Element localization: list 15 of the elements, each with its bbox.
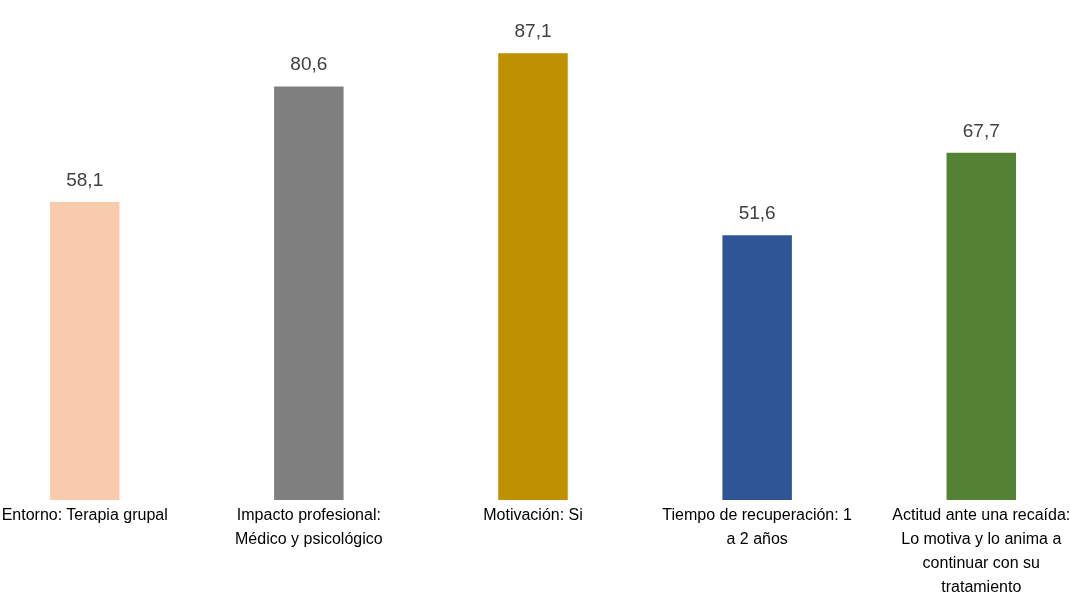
x-tick-label: Motivación: Si bbox=[483, 505, 583, 523]
bar bbox=[946, 152, 1017, 500]
x-tick-label: Tiempo de recuperación: 1 a 2 años bbox=[662, 505, 853, 547]
data-label: 87,1 bbox=[514, 20, 552, 42]
x-tick-label: Impacto profesional: Médico y psicológico bbox=[235, 505, 383, 547]
data-label: 51,6 bbox=[738, 202, 776, 224]
data-label: 58,1 bbox=[66, 168, 104, 190]
x-tick-label: Actitud ante una recaída: Lo motiva y lo anima a continuar con su tratamiento bbox=[892, 505, 1070, 595]
bar bbox=[274, 86, 344, 500]
x-tick-label: Entorno: Terapia grupal bbox=[1, 505, 168, 523]
bar bbox=[498, 53, 568, 500]
data-label: 67,7 bbox=[962, 119, 1000, 141]
bar bbox=[722, 235, 792, 500]
bar bbox=[49, 201, 120, 500]
data-label: 80,6 bbox=[290, 53, 328, 75]
